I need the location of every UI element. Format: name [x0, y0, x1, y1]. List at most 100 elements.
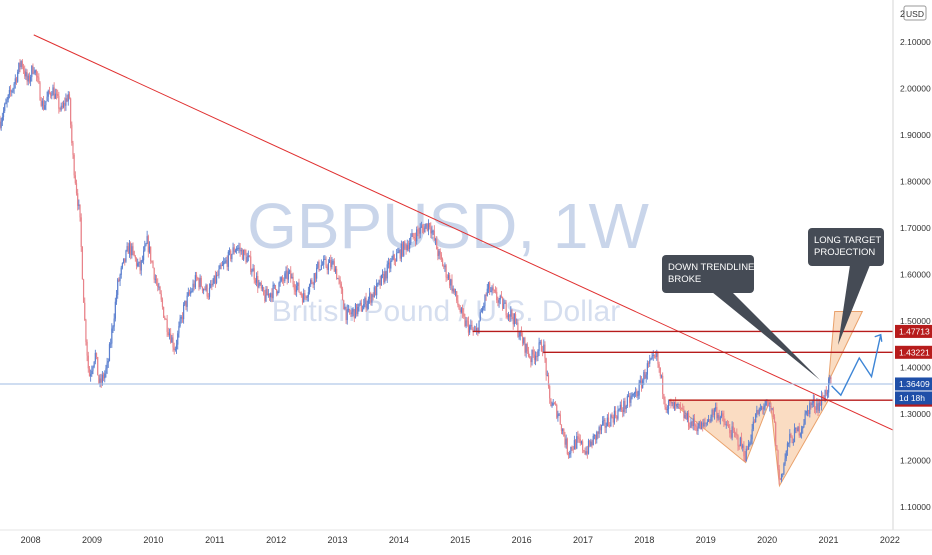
candle-body [323, 259, 325, 265]
candle-body [513, 314, 515, 325]
candle-body [454, 291, 457, 293]
candle-body [204, 288, 206, 290]
candle-body [536, 355, 538, 357]
candle-body [71, 124, 73, 143]
candle-body [789, 433, 791, 443]
candle-body [268, 293, 271, 298]
candle-body [699, 421, 701, 430]
candle-body [142, 250, 145, 261]
candle-body [190, 291, 192, 294]
level-price-badge[interactable] [895, 345, 932, 359]
candle-body [526, 343, 528, 352]
candle-body [597, 431, 599, 434]
candle-body [126, 246, 128, 251]
candle-body [620, 404, 623, 411]
candle-body [808, 410, 810, 415]
candle-body [813, 399, 816, 409]
candle-body [675, 402, 677, 406]
candle-body [582, 441, 584, 451]
candle-body [337, 278, 339, 280]
y-tick-label: 1.10000 [900, 502, 931, 512]
candle-body [676, 404, 678, 406]
candle-body [75, 183, 78, 194]
candle-body [450, 279, 452, 286]
candle-body [554, 403, 557, 405]
candle-body [805, 410, 807, 414]
candle-body [577, 436, 579, 438]
candle-body [339, 279, 341, 284]
candle-body [281, 277, 284, 281]
candle-body [698, 421, 700, 429]
candle-body [187, 292, 189, 296]
candle-body [0, 120, 1, 128]
candle-body [257, 276, 259, 288]
candle-body [756, 410, 758, 414]
candle-body [542, 351, 544, 353]
candle-body [122, 258, 125, 263]
candle-body [793, 428, 796, 443]
candle-body [400, 243, 402, 259]
candle-body [550, 398, 552, 407]
candle-body [413, 236, 415, 238]
x-tick-label: 2022 [880, 535, 900, 545]
candle-body [394, 260, 397, 262]
candle-body [578, 437, 580, 440]
candle-body [797, 426, 799, 432]
candle-body [742, 445, 744, 448]
x-tick-label: 2013 [328, 535, 348, 545]
candle-body [112, 326, 114, 329]
candle-body [623, 401, 625, 412]
candle-body [498, 299, 500, 303]
price-scale[interactable]: 1.10000 1.20000 1.30000 1.40000 1.50000 1.600… [900, 37, 931, 512]
currency-selector[interactable]: USD [903, 5, 927, 21]
candle-body [529, 355, 531, 358]
candle-body [512, 317, 514, 325]
candle-body [449, 275, 451, 286]
candle-body [417, 229, 419, 232]
candle-body [574, 440, 577, 449]
current-price-badge[interactable] [895, 377, 932, 391]
candle-body [749, 443, 751, 445]
candle-body [137, 263, 139, 266]
candle-body [532, 350, 534, 355]
candle-body [238, 247, 240, 249]
candle-body [702, 422, 704, 427]
down-trendline[interactable] [33, 34, 894, 431]
candle-body [603, 419, 605, 421]
candle-body [263, 287, 265, 295]
candle-body [704, 422, 706, 424]
candle-body [172, 337, 174, 348]
candle-body [118, 279, 120, 282]
candle-body [333, 261, 335, 272]
time-scale[interactable]: 2008 2009 2010 2011 2012 2013 2014 2015 2016 2017… [0, 529, 932, 545]
candle-body [383, 273, 385, 283]
candle-body [772, 408, 774, 417]
candle-body [17, 71, 19, 82]
candle-body [278, 282, 280, 292]
candle-body [800, 428, 803, 434]
candle-body [692, 418, 694, 427]
bar-countdown-badge[interactable] [895, 391, 932, 405]
candle-body [66, 98, 68, 102]
candle-body [106, 362, 108, 369]
candle-body [320, 264, 322, 270]
candle-body [758, 409, 760, 414]
level-price-badge[interactable] [895, 324, 932, 338]
candle-body [537, 351, 539, 357]
candle-body [763, 406, 765, 410]
candle-body [184, 300, 186, 305]
y-tick-label: 1.50000 [900, 316, 931, 326]
x-tick-label: 2011 [205, 535, 224, 545]
candle-body [201, 286, 204, 291]
candle-body [94, 352, 96, 362]
candle-body [505, 302, 507, 316]
candle-body [232, 247, 234, 255]
candle-body [288, 270, 291, 272]
candle-body [480, 311, 483, 313]
candle-body [494, 290, 497, 292]
candle-body [653, 355, 656, 356]
candle-body [38, 77, 40, 83]
